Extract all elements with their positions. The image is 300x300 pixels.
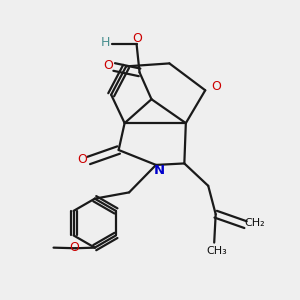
Text: H: H	[101, 36, 110, 49]
Text: O: O	[212, 80, 221, 93]
Text: CH₂: CH₂	[244, 218, 265, 228]
Text: O: O	[77, 153, 87, 166]
Text: O: O	[133, 32, 142, 45]
Text: CH₃: CH₃	[207, 246, 228, 256]
Text: O: O	[69, 241, 79, 254]
Text: O: O	[103, 59, 113, 72]
Text: N: N	[153, 164, 164, 177]
